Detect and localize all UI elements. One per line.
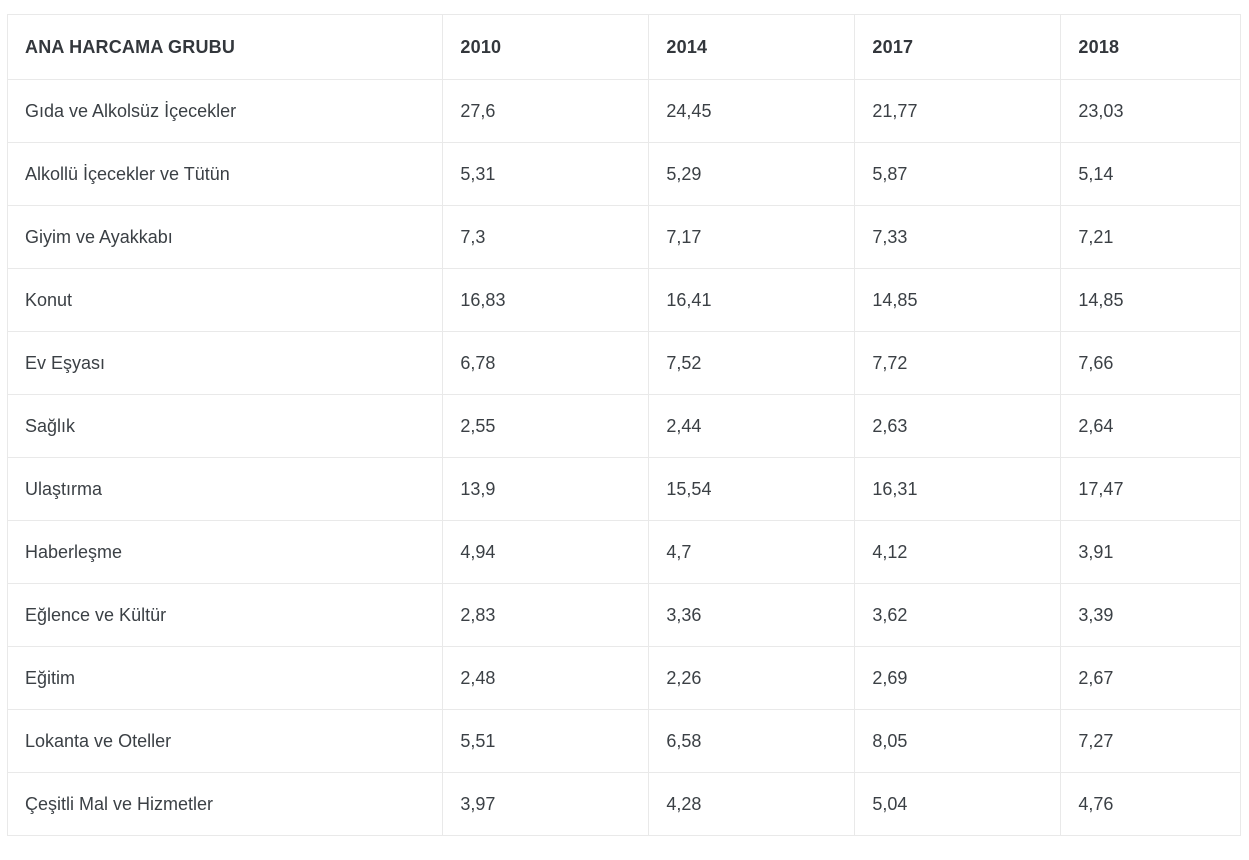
value-cell: 7,3 [442,205,650,269]
value-cell: 24,45 [648,79,856,143]
table-row: Giyim ve Ayakkabı 7,3 7,17 7,33 7,21 [6,205,1241,269]
value-cell: 7,21 [1060,205,1241,269]
value-cell: 3,39 [1060,583,1241,647]
table-row: Ulaştırma 13,9 15,54 16,31 17,47 [6,457,1241,521]
value-cell: 3,97 [442,772,650,836]
value-cell: 5,29 [648,142,856,206]
value-cell: 7,72 [854,331,1062,395]
table-row: Sağlık 2,55 2,44 2,63 2,64 [6,394,1241,458]
row-label: Haberleşme [6,520,444,584]
row-label: Ulaştırma [6,457,444,521]
value-cell: 2,67 [1060,646,1241,710]
header-row: ANA HARCAMA GRUBU 2010 2014 2017 2018 [6,14,1241,80]
value-cell: 4,12 [854,520,1062,584]
row-label: Gıda ve Alkolsüz İçecekler [6,79,444,143]
value-cell: 4,7 [648,520,856,584]
value-cell: 3,62 [854,583,1062,647]
value-cell: 5,51 [442,709,650,773]
value-cell: 2,64 [1060,394,1241,458]
table-row: Alkollü İçecekler ve Tütün 5,31 5,29 5,87 5,… [6,142,1241,206]
value-cell: 7,66 [1060,331,1241,395]
column-header-year: 2010 [442,14,650,80]
table-row: Lokanta ve Oteller 5,51 6,58 8,05 7,27 [6,709,1241,773]
value-cell: 5,14 [1060,142,1241,206]
value-cell: 2,48 [442,646,650,710]
value-cell: 23,03 [1060,79,1241,143]
value-cell: 2,55 [442,394,650,458]
value-cell: 4,28 [648,772,856,836]
value-cell: 3,36 [648,583,856,647]
column-header-year: 2017 [854,14,1062,80]
value-cell: 13,9 [442,457,650,521]
value-cell: 2,83 [442,583,650,647]
expenditure-table-container: ANA HARCAMA GRUBU 2010 2014 2017 2018 Gıda v… [6,14,1241,836]
value-cell: 7,52 [648,331,856,395]
value-cell: 4,76 [1060,772,1241,836]
value-cell: 2,63 [854,394,1062,458]
value-cell: 16,83 [442,268,650,332]
value-cell: 27,6 [442,79,650,143]
value-cell: 7,33 [854,205,1062,269]
value-cell: 21,77 [854,79,1062,143]
table-row: Haberleşme 4,94 4,7 4,12 3,91 [6,520,1241,584]
row-label: Eğlence ve Kültür [6,583,444,647]
row-label: Çeşitli Mal ve Hizmetler [6,772,444,836]
row-label: Alkollü İçecekler ve Tütün [6,142,444,206]
value-cell: 2,44 [648,394,856,458]
row-label: Lokanta ve Oteller [6,709,444,773]
table-row: Çeşitli Mal ve Hizmetler 3,97 4,28 5,04 4,76 [6,772,1241,836]
value-cell: 14,85 [1060,268,1241,332]
value-cell: 5,87 [854,142,1062,206]
value-cell: 5,31 [442,142,650,206]
table-row: Eğlence ve Kültür 2,83 3,36 3,62 3,39 [6,583,1241,647]
value-cell: 17,47 [1060,457,1241,521]
value-cell: 8,05 [854,709,1062,773]
row-label: Giyim ve Ayakkabı [6,205,444,269]
column-header-group: ANA HARCAMA GRUBU [6,14,444,80]
value-cell: 2,26 [648,646,856,710]
table-row: Ev Eşyası 6,78 7,52 7,72 7,66 [6,331,1241,395]
row-label: Ev Eşyası [6,331,444,395]
row-label: Eğitim [6,646,444,710]
expenditure-table: ANA HARCAMA GRUBU 2010 2014 2017 2018 Gıda v… [6,14,1241,836]
value-cell: 7,27 [1060,709,1241,773]
table-row: Eğitim 2,48 2,26 2,69 2,67 [6,646,1241,710]
value-cell: 6,78 [442,331,650,395]
table-row: Gıda ve Alkolsüz İçecekler 27,6 24,45 21,77… [6,79,1241,143]
value-cell: 5,04 [854,772,1062,836]
row-label: Sağlık [6,394,444,458]
column-header-year: 2018 [1060,14,1241,80]
column-header-year: 2014 [648,14,856,80]
value-cell: 4,94 [442,520,650,584]
value-cell: 3,91 [1060,520,1241,584]
value-cell: 16,31 [854,457,1062,521]
value-cell: 16,41 [648,268,856,332]
row-label: Konut [6,268,444,332]
value-cell: 7,17 [648,205,856,269]
value-cell: 14,85 [854,268,1062,332]
table-row: Konut 16,83 16,41 14,85 14,85 [6,268,1241,332]
table-body: Gıda ve Alkolsüz İçecekler 27,6 24,45 21,77… [6,79,1241,836]
value-cell: 2,69 [854,646,1062,710]
value-cell: 6,58 [648,709,856,773]
value-cell: 15,54 [648,457,856,521]
